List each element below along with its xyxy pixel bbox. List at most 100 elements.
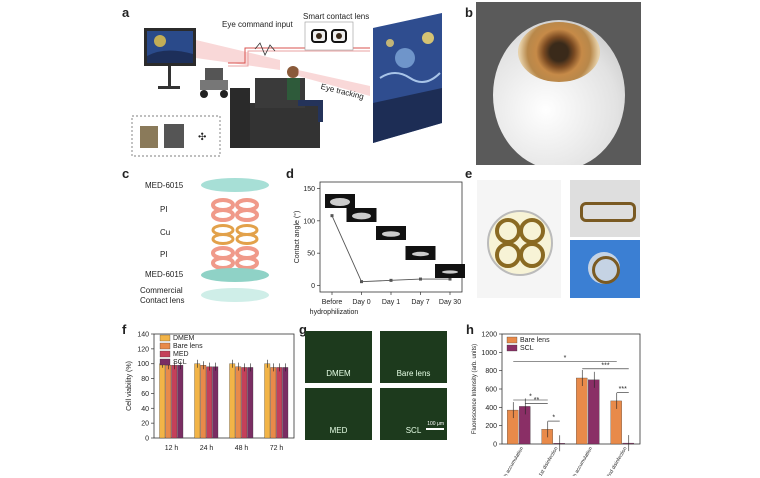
chart-f-xtick-label: 24 h xyxy=(200,445,214,452)
chart-h-legend-swatch xyxy=(506,344,518,352)
chart-h-bar xyxy=(610,400,622,445)
layer-label-pi-bottom: PI xyxy=(160,250,168,259)
chart-d-point xyxy=(360,280,363,284)
chart-f-ytick-label: 80 xyxy=(141,376,149,383)
chart-f-bar xyxy=(282,367,289,439)
chart-f-bar xyxy=(194,363,201,439)
chart-h-legend-label: SCL xyxy=(520,345,534,352)
chart-f-bar xyxy=(270,367,277,439)
eye-command-label: Eye command input xyxy=(222,20,293,29)
monitor-illustration xyxy=(144,28,196,89)
chart-h-significance-mark: *** xyxy=(601,362,609,369)
layer-label-pi-top: PI xyxy=(160,205,168,214)
chart-h-ytick-label: 200 xyxy=(485,423,497,430)
chart-d-xtick-label: Day 0 xyxy=(352,299,370,306)
layer-label-med6015-bottom: MED-6015 xyxy=(145,270,184,279)
layer-label-contact-lens: Contact lens xyxy=(140,296,185,305)
chart-d-droplet-shape xyxy=(330,198,350,206)
chart-d-xtick-label: Day 7 xyxy=(411,299,429,306)
chart-h-bar xyxy=(622,442,634,445)
chart-h-xtick-label: 2nd disinfection xyxy=(606,446,629,476)
chart-d-droplet-shape xyxy=(352,212,371,220)
micrograph-label-bare-lens: Bare lens xyxy=(396,369,431,378)
chart-d-droplet-shape xyxy=(442,270,458,274)
chart-d-droplet-shape xyxy=(412,251,429,257)
chart-d-ytick-label: 0 xyxy=(311,283,315,290)
pi-bottom-layer xyxy=(211,246,259,270)
chart-f-ytick-label: 100 xyxy=(137,361,149,368)
med6015-bottom-layer xyxy=(201,268,269,282)
chart-f-ytick-label: 60 xyxy=(141,391,149,398)
chart-f-legend-swatch xyxy=(159,342,171,350)
chart-h-ytick-label: 600 xyxy=(485,387,497,394)
chart-d-ytick-label: 100 xyxy=(303,218,315,225)
chart-h-ylabel: Fluorescence Intensity (arb. units) xyxy=(472,344,478,434)
chart-f-ytick-label: 0 xyxy=(145,436,149,443)
panel-letter-f: f xyxy=(122,322,127,337)
chart-f-legend-swatch xyxy=(159,350,171,358)
chart-h-significance-mark: *** xyxy=(619,386,627,393)
chart-h-xtick-label: 2nd protein accumulation xyxy=(561,446,594,476)
chart-f-legend-swatch xyxy=(159,358,171,366)
panel-letter-g: g xyxy=(299,322,307,337)
person-illustration xyxy=(287,66,323,122)
chart-f-legend-label: SCL xyxy=(173,359,187,366)
panel-a-illustration: ✣ xyxy=(131,13,442,157)
chart-f-xtick-label: 48 h xyxy=(235,445,249,452)
chart-f-bar xyxy=(235,366,242,439)
scale-bar xyxy=(426,428,444,430)
micrograph-label-dmem: DMEM xyxy=(326,369,351,378)
scale-bar-label: 100 μm xyxy=(427,421,444,427)
panel-letter-e: e xyxy=(465,166,473,181)
med6015-top-layer xyxy=(201,178,269,192)
chart-d-ylabel: Contact angle (°) xyxy=(293,211,301,264)
chart-d-xtick-label: Before xyxy=(322,299,343,306)
chart-f-ytick-label: 120 xyxy=(137,346,149,353)
chart-f-bar xyxy=(212,366,219,439)
panel-letter-a: a xyxy=(122,5,130,20)
photo-lens-on-eye-model xyxy=(476,2,641,165)
starry-night-painting xyxy=(373,13,442,143)
chart-f-ytick-label: 20 xyxy=(141,421,149,428)
chart-h-ytick-label: 0 xyxy=(493,442,497,449)
chart-f-legend-label: DMEM xyxy=(173,335,195,342)
chart-f-xtick-label: 12 h xyxy=(165,445,179,452)
chart-h-bar xyxy=(576,377,588,445)
chart-f-legend-label: Bare lens xyxy=(173,343,203,350)
chart-h-ytick-label: 1200 xyxy=(481,332,497,339)
chart-f-cell-viability: 0 20 40 60 80 100 120 140 Cell viability (%) 12 h… xyxy=(126,332,295,452)
chart-f-legend-label: MED xyxy=(173,351,189,358)
panel-letter-h: h xyxy=(466,322,474,337)
sofa-illustration xyxy=(230,78,320,148)
chart-h-ytick-label: 800 xyxy=(485,368,497,375)
chart-f-bar xyxy=(241,367,248,439)
chart-h-bar xyxy=(553,443,565,445)
chart-h-significance-mark: * xyxy=(552,415,555,422)
chart-h-significance-mark: * xyxy=(564,355,567,362)
micrograph-bare-lens: Bare lens xyxy=(380,331,447,383)
chart-h-ytick-label: 400 xyxy=(485,405,497,412)
chart-f-bar xyxy=(247,367,254,439)
panel-letter-b: b xyxy=(465,5,473,20)
chart-f-legend-swatch xyxy=(159,334,171,342)
exploded-layer-diagram xyxy=(201,178,269,302)
smart-contact-lens-eyes-icon xyxy=(311,29,347,43)
pi-top-layer xyxy=(211,198,259,222)
chart-h-bar xyxy=(541,429,553,445)
layer-label-cu: Cu xyxy=(160,228,171,237)
photo-lens-in-case xyxy=(477,180,561,298)
layer-label-commercial: Commercial xyxy=(140,286,183,295)
chart-f-bar xyxy=(177,365,184,439)
chart-f-ylabel: Cell viability (%) xyxy=(126,361,133,411)
chart-f-frame xyxy=(153,333,295,439)
chart-f-bar xyxy=(165,365,172,439)
layer-label-med6015-top: MED-6015 xyxy=(145,181,184,190)
chart-d-point xyxy=(419,277,422,281)
chart-h-significance-mark: * xyxy=(529,394,532,401)
chart-d-contact-angle: 0 50 100 150 Contact angle (°) Before Day 0 Day… xyxy=(293,181,465,316)
chart-f-ytick-label: 40 xyxy=(141,406,149,413)
micrograph-med: MED xyxy=(305,388,372,440)
panel-letter-c: c xyxy=(122,166,130,181)
micrograph-label-med: MED xyxy=(329,426,348,435)
chart-h-bar xyxy=(507,409,519,445)
